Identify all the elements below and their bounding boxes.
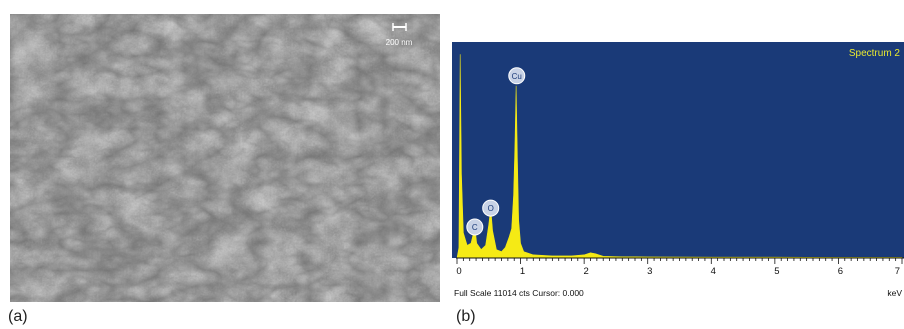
peak-label-o: O (482, 199, 500, 217)
panel-b-label: (b) (456, 308, 476, 325)
peak-label-c: C (466, 218, 484, 236)
eds-spectrum: Spectrum 2 C O Cu 0 1 2 3 4 5 6 7 Full Scale 1101… (452, 42, 904, 300)
x-tick-label: 7 (895, 266, 900, 277)
x-unit-label: keV (887, 288, 902, 298)
peak-element-label: O (488, 204, 494, 213)
panel-a-label: (a) (8, 308, 28, 325)
axis-area (452, 258, 904, 300)
sem-image: 200 nm (10, 14, 440, 302)
status-line: Full Scale 11014 cts Cursor: 0.000 (454, 288, 584, 298)
peak-label-cu: Cu (508, 67, 526, 85)
x-tick-label: 1 (520, 266, 525, 277)
plot-background (452, 42, 904, 258)
x-tick-label: 2 (583, 266, 588, 277)
x-tick-label: 5 (774, 266, 779, 277)
peak-marker (466, 218, 484, 236)
sem-micrograph: 200 nm (10, 14, 440, 302)
scale-bar-label: 200 nm (386, 38, 413, 47)
x-tick-label: 4 (711, 266, 716, 277)
peak-element-label: Cu (512, 72, 522, 81)
x-axis-ticks: 0 1 2 3 4 5 6 7 (456, 258, 903, 277)
scale-bar: 200 nm (386, 23, 413, 47)
peak-marker (508, 67, 526, 85)
x-tick-label: 6 (838, 266, 843, 277)
x-tick-label: 3 (647, 266, 652, 277)
spectrum-title: Spectrum 2 (849, 48, 901, 59)
x-tick-label: 0 (456, 266, 461, 277)
peak-labels: C O Cu (466, 67, 526, 236)
eds-chart: Spectrum 2 C O Cu 0 1 2 3 4 5 6 7 Full Scale 1101… (452, 42, 904, 300)
peak-marker (482, 199, 500, 217)
peak-element-label: C (472, 223, 478, 232)
